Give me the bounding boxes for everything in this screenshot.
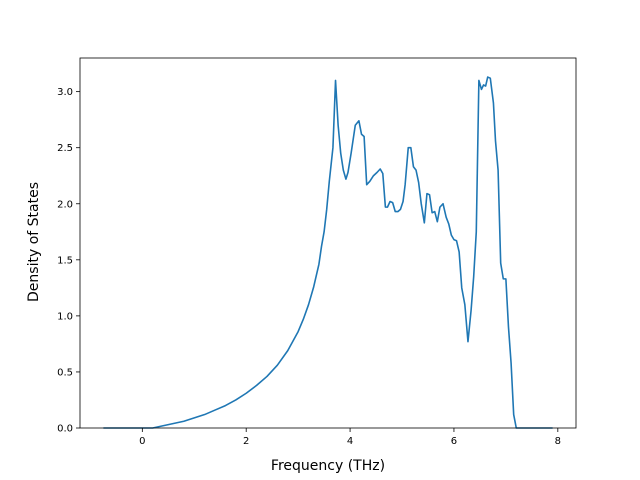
y-tick-label: 0.5 xyxy=(57,367,73,378)
x-axis-label: Frequency (THz) xyxy=(271,458,385,474)
y-tick-label: 1.5 xyxy=(57,255,73,266)
plot-area xyxy=(79,57,577,429)
x-tick-label: 2 xyxy=(243,436,249,447)
y-tick-label: 2.0 xyxy=(57,199,73,210)
x-tick-label: 0 xyxy=(139,436,145,447)
x-tick-label: 8 xyxy=(555,436,561,447)
series-line-0 xyxy=(103,76,553,429)
y-tick-label: 0.0 xyxy=(57,424,73,435)
x-tick-label: 6 xyxy=(451,436,457,447)
axis-ticks: 0 2 4 6 8 0.0 0.5 1.0 1.5 2.0 2.5 3.0 xyxy=(57,87,561,447)
y-tick-label: 2.5 xyxy=(57,143,73,154)
y-tick-label: 1.0 xyxy=(57,311,73,322)
x-tick-label: 4 xyxy=(347,436,353,447)
y-tick-label: 3.0 xyxy=(57,87,73,98)
plot-frame xyxy=(79,57,577,429)
y-axis-label: Density of States xyxy=(26,182,42,302)
